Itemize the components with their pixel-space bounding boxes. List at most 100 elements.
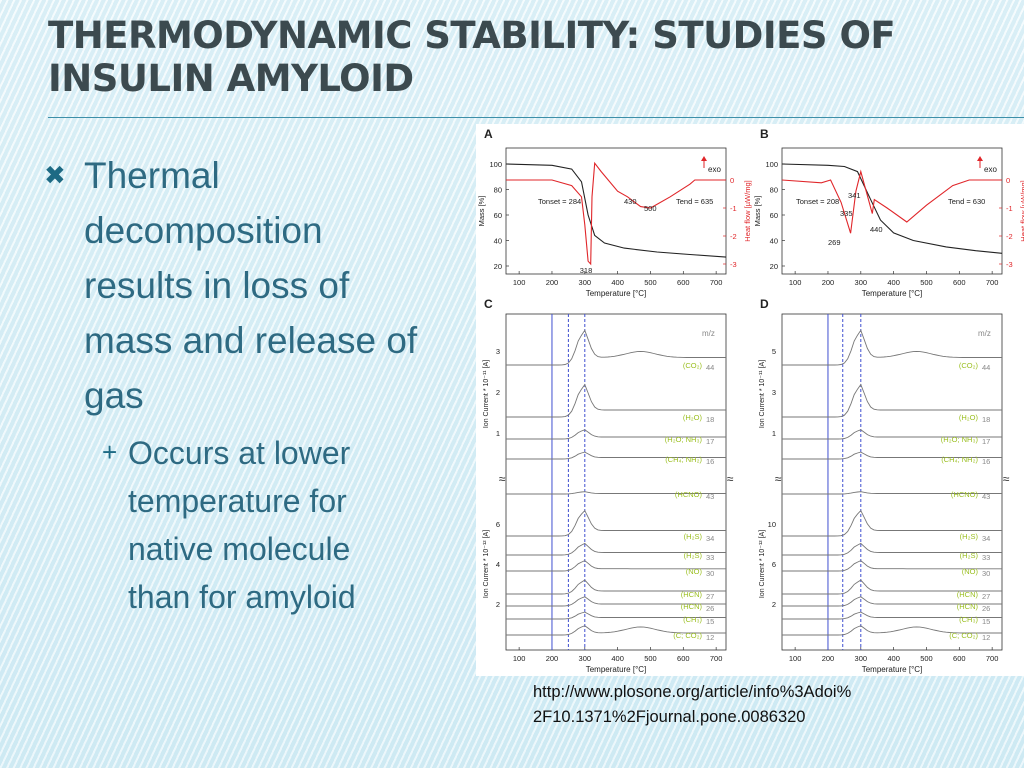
mz-value: 17 [706, 437, 714, 446]
heat-axis-label: Heat flow [µW/mg] [1019, 180, 1024, 241]
species-label: (C; CO₂) [673, 631, 702, 640]
x-tick-label: 600 [953, 654, 966, 663]
x-axis-label: Temperature [°C] [586, 289, 647, 298]
bullet-line: Thermal [84, 155, 220, 196]
ms-trace-43 [506, 491, 726, 495]
ion-tick-label: 3 [496, 347, 500, 356]
peak-annotation: 269 [828, 238, 841, 247]
x-tick-label: 700 [710, 278, 723, 287]
x-tick-label: 700 [986, 654, 999, 663]
x-tick-label: 200 [822, 654, 835, 663]
url-line-2: 2F10.1371%2Fjournal.pone.0086320 [533, 708, 806, 726]
mass-curve [505, 163, 727, 258]
x-tick-label: 400 [611, 654, 624, 663]
panel-frame [505, 147, 727, 275]
species-label: (H₂S) [960, 532, 979, 541]
mz-value: 44 [982, 363, 990, 372]
mz-value: 43 [706, 492, 714, 501]
thermal-analysis-figure: A 100 80 60 40 20 Mass [%] 0 -1 -2 -3 Heat flow [µW… [476, 124, 1024, 676]
x-tick-label: 600 [677, 278, 690, 287]
mz-value: 30 [706, 569, 714, 578]
species-label: (HCN) [681, 590, 703, 599]
heat-tick-label: -2 [1006, 232, 1013, 241]
heat-tick-label: -3 [1006, 260, 1013, 269]
panel-frame [781, 313, 1003, 651]
slide-title: THERMODYNAMIC STABILITY: STUDIES OF INSU… [48, 14, 948, 100]
mz-value: 16 [982, 457, 990, 466]
panel-label-C: C [484, 297, 493, 311]
x-tick-label: 100 [789, 654, 802, 663]
ms-trace-16 [782, 451, 1002, 460]
mass-tick-label: 20 [494, 262, 502, 271]
species-label: (H₂O; NH₃) [665, 435, 703, 444]
heat-tick-label: -1 [1006, 204, 1013, 213]
ms-trace-17 [506, 429, 726, 440]
ms-trace-43 [782, 491, 1002, 495]
species-label: (HCN) [957, 590, 979, 599]
x-tick-label: 400 [611, 278, 624, 287]
x-axis-label: Temperature [°C] [862, 289, 923, 298]
exo-label: exo [984, 165, 997, 174]
ion-tick-label: 6 [496, 520, 500, 529]
mass-tick-label: 80 [494, 186, 502, 195]
species-label: (CO₂) [959, 361, 979, 370]
x-tick-label: 100 [789, 278, 802, 287]
species-label: (H₂O) [959, 413, 979, 422]
mz-label: m/z [702, 329, 715, 338]
axis-break-right: ≈ [1003, 472, 1010, 486]
bullet-thermal-decomposition: ✖ Thermal decomposition results in loss of… [44, 148, 474, 423]
sub-bullet-line: temperature for [128, 483, 347, 519]
ms-trace-15 [782, 611, 1002, 620]
heat-tick-label: -1 [730, 204, 737, 213]
ion-tick-label: 1 [772, 429, 776, 438]
peak-annotation: 318 [580, 266, 593, 275]
mass-axis-label: Mass [%] [477, 196, 486, 227]
species-label: (H₂S) [684, 551, 703, 560]
mz-value: 27 [706, 592, 714, 601]
sub-bullet-lower-temperature: + Occurs at lower temperature for native m… [88, 429, 474, 621]
x-tick-label: 100 [513, 278, 526, 287]
mass-tick-label: 20 [770, 262, 778, 271]
x-axis-label: Temperature [°C] [586, 665, 647, 674]
species-label: (HCN) [957, 602, 979, 611]
mass-tick-label: 40 [770, 237, 778, 246]
ion-axis-label-lower: Ion Current * 10⁻¹² [A] [483, 530, 490, 598]
species-label: (CH₄; NH₂) [941, 455, 978, 464]
ion-axis-label-upper: Ion Current * 10⁻¹¹ [A] [483, 360, 490, 428]
x-tick-label: 500 [644, 278, 657, 287]
ion-tick-label: 2 [772, 600, 776, 609]
mz-value: 44 [706, 363, 714, 372]
x-tick-label: 200 [546, 654, 559, 663]
heat-tick-label: -3 [730, 260, 737, 269]
species-label: (HCNO) [675, 490, 703, 499]
heat-tick-label: 0 [1006, 176, 1010, 185]
mass-tick-label: 80 [770, 186, 778, 195]
ms-trace-34 [782, 509, 1002, 537]
ms-trace-30 [782, 560, 1002, 572]
ms-trace-44 [782, 329, 1002, 366]
ion-tick-label: 1 [496, 429, 500, 438]
peak-annotation: 335 [840, 209, 853, 218]
mz-value: 30 [982, 569, 990, 578]
sub-bullet-line: Occurs at lower [128, 435, 351, 471]
sub-bullet-line: native molecule [128, 531, 351, 567]
ion-tick-label: 4 [496, 560, 500, 569]
x-tick-label: 600 [953, 278, 966, 287]
x-tick-label: 400 [887, 654, 900, 663]
mz-value: 26 [982, 604, 990, 613]
ion-axis-label-lower: Ion Current * 10⁻¹² [A] [759, 530, 766, 598]
ms-trace-12 [506, 625, 726, 636]
mz-value: 12 [706, 633, 714, 642]
plus-icon: + [102, 437, 118, 467]
bullet-line: results in loss of [84, 265, 350, 306]
mass-tick-label: 100 [489, 160, 502, 169]
mz-value: 17 [982, 437, 990, 446]
species-label: (HCN) [681, 602, 703, 611]
peak-annotation: Tend = 630 [948, 197, 985, 206]
mz-value: 26 [706, 604, 714, 613]
source-url[interactable]: http://www.plosone.org/article/info%3Ado… [533, 680, 851, 730]
species-label: (H₂S) [684, 532, 703, 541]
ms-trace-26 [506, 596, 726, 607]
x-tick-label: 600 [677, 654, 690, 663]
peak-annotation: Tonset = 208 [796, 197, 839, 206]
